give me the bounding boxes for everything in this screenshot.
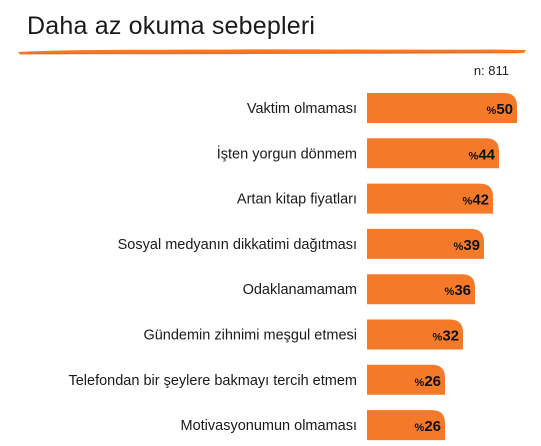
bar — [367, 410, 445, 441]
value-label: %42 — [463, 192, 489, 209]
category-label: Artan kitap fiyatları — [237, 192, 357, 208]
value-percent-sign: % — [415, 422, 425, 434]
value-percent-sign: % — [487, 105, 497, 117]
value-number: 32 — [442, 328, 459, 345]
title-underline-brush — [18, 49, 526, 55]
value-number: 50 — [496, 101, 513, 118]
bar — [367, 93, 517, 123]
value-number: 42 — [472, 192, 489, 209]
category-label: Odaklanamamam — [243, 282, 357, 298]
value-percent-sign: % — [454, 241, 464, 253]
category-label: Motivasyonumun olmaması — [181, 418, 358, 434]
chart-title: Daha az okuma sebepleri — [27, 12, 316, 40]
value-number: 26 — [424, 418, 441, 435]
bar-row: Telefondan bir şeylere bakmayı tercih et… — [68, 364, 445, 395]
value-label: %36 — [445, 282, 471, 299]
category-label: İşten yorgun dönmem — [217, 144, 357, 162]
value-number: 39 — [463, 237, 480, 254]
bar-row: Odaklanamamam %36 — [243, 274, 475, 305]
sample-size: n: 811 — [473, 63, 509, 78]
category-label: Gündemin zihnimi meşgul etmesi — [143, 328, 357, 344]
value-number: 44 — [478, 146, 495, 163]
bar-row: Vaktim olmaması %50 — [247, 93, 517, 123]
value-label: %26 — [415, 373, 441, 390]
bar — [367, 319, 463, 350]
bar — [367, 138, 499, 169]
value-percent-sign: % — [433, 332, 443, 344]
bar-row: Sosyal medyanın dikkatimi dağıtması %39 — [118, 228, 484, 259]
value-percent-sign: % — [445, 286, 455, 298]
value-label: %32 — [433, 328, 459, 345]
value-label: %50 — [487, 101, 513, 118]
value-label: %26 — [415, 418, 441, 435]
bar — [367, 274, 475, 305]
bar — [367, 183, 493, 214]
value-percent-sign: % — [463, 196, 473, 208]
value-percent-sign: % — [415, 377, 425, 389]
bar-row: Motivasyonumun olmaması %26 — [181, 410, 445, 441]
value-label: %39 — [454, 237, 480, 254]
value-number: 36 — [454, 282, 471, 299]
bar-row: İşten yorgun dönmem %44 — [217, 138, 499, 169]
bar-row: Artan kitap fiyatları %42 — [237, 183, 493, 214]
category-label: Vaktim olmaması — [247, 101, 357, 117]
value-number: 26 — [424, 373, 441, 390]
bar — [367, 364, 445, 395]
category-label: Sosyal medyanın dikkatimi dağıtması — [118, 237, 357, 253]
category-label: Telefondan bir şeylere bakmayı tercih et… — [68, 373, 357, 389]
value-percent-sign: % — [469, 150, 479, 162]
bar-row: Gündemin zihnimi meşgul etmesi %32 — [143, 319, 463, 350]
bar — [367, 228, 484, 259]
value-label: %44 — [469, 146, 496, 163]
